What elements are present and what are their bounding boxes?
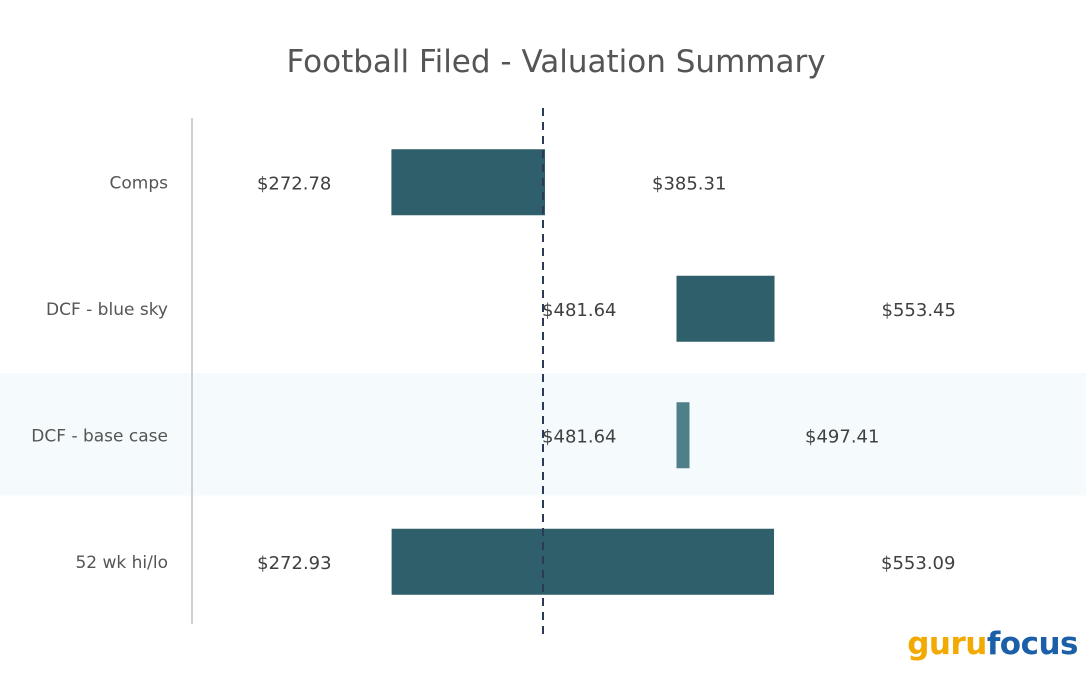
high-value-label: $553.09 [881, 553, 955, 574]
gurufocus-logo: gurufocus [907, 626, 1078, 662]
chart-title: Football Filed - Valuation Summary [286, 44, 826, 80]
range-bar [391, 149, 546, 216]
category-label: Comps [110, 173, 169, 193]
low-value-label: $272.93 [257, 553, 331, 574]
range-bar [676, 275, 775, 342]
category-label: DCF - blue sky [46, 300, 168, 320]
low-value-label: $481.64 [542, 426, 616, 447]
high-value-label: $553.45 [882, 300, 956, 321]
range-bar [391, 528, 775, 595]
high-value-label: $385.31 [652, 173, 726, 194]
category-label: 52 wk hi/lo [75, 553, 168, 573]
low-value-label: $272.78 [257, 173, 331, 194]
high-value-label: $497.41 [805, 426, 879, 447]
low-value-label: $481.64 [542, 300, 616, 321]
category-label: DCF - base case [31, 426, 168, 446]
range-bar [676, 402, 690, 469]
